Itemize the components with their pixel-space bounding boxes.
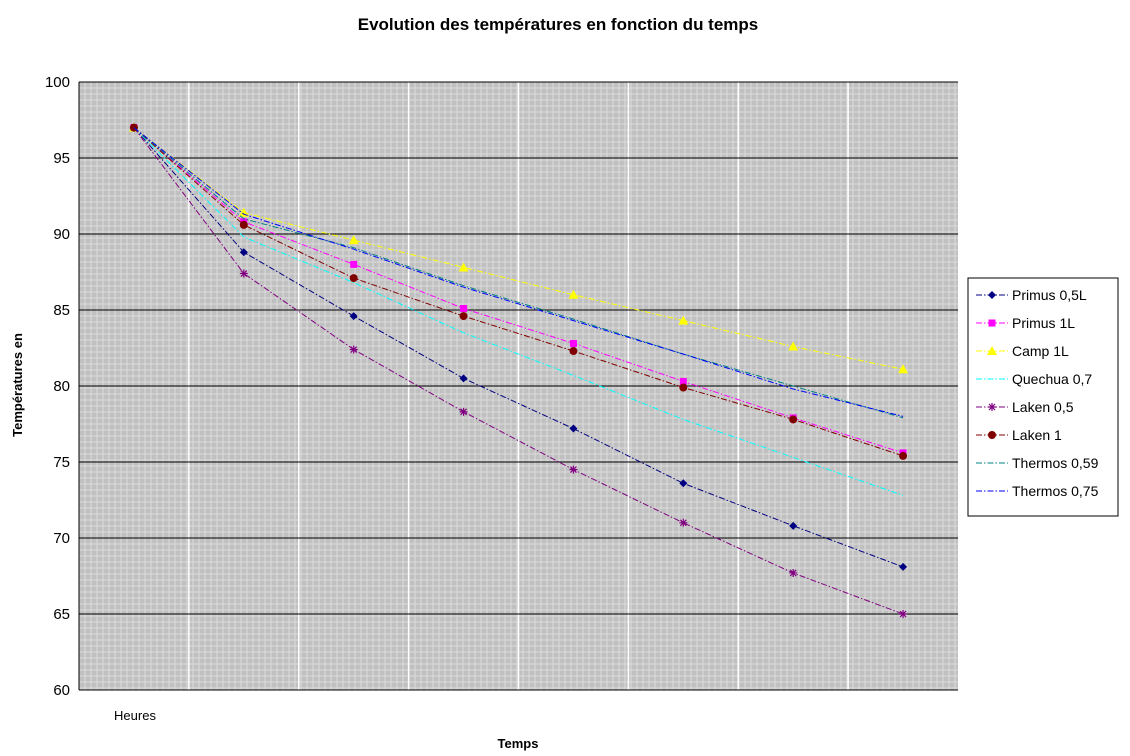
- series-line: [133, 127, 904, 454]
- data-point: [458, 262, 469, 272]
- data-point: [349, 274, 358, 283]
- data-point: [898, 364, 909, 374]
- series-line: [133, 127, 904, 457]
- data-point: [239, 220, 248, 229]
- legend-item: Primus 1L: [976, 315, 1075, 331]
- y-tick-label: 60: [53, 682, 70, 699]
- x-category-label: Heures: [114, 708, 156, 723]
- legend-item: Quechua 0,7: [976, 371, 1092, 387]
- data-point: [350, 260, 358, 268]
- legend-label: Camp 1L: [1012, 343, 1069, 359]
- legend-marker: [988, 291, 996, 299]
- data-point: [568, 289, 579, 299]
- series-7: [133, 127, 904, 417]
- legend-label: Laken 0,5: [1012, 399, 1074, 415]
- legend-marker: [988, 403, 996, 411]
- data-point: [679, 479, 688, 488]
- series-layer: [128, 122, 909, 618]
- series-6: [133, 127, 904, 419]
- legend-label: Quechua 0,7: [1012, 371, 1092, 387]
- legend-label: Laken 1: [1012, 427, 1062, 443]
- x-axis-title: Temps: [498, 736, 539, 751]
- legend-label: Thermos 0,75: [1012, 483, 1099, 499]
- data-point: [349, 345, 358, 354]
- data-point: [459, 312, 468, 321]
- data-point: [569, 347, 578, 356]
- series-2: [128, 122, 909, 374]
- data-point: [239, 269, 248, 278]
- data-point: [239, 248, 248, 257]
- data-point: [789, 415, 798, 424]
- data-point: [899, 562, 908, 571]
- data-point: [679, 383, 688, 392]
- data-point: [789, 568, 798, 577]
- data-point: [899, 451, 908, 460]
- series-line: [133, 127, 904, 417]
- data-point: [459, 374, 468, 383]
- series-line: [133, 127, 904, 568]
- y-tick-label: 75: [53, 454, 70, 471]
- data-point: [789, 521, 798, 530]
- data-point: [569, 339, 577, 347]
- legend-marker: [988, 431, 996, 439]
- data-point: [349, 312, 358, 321]
- y-tick-label: 70: [53, 530, 70, 547]
- legend-label: Primus 1L: [1012, 315, 1075, 331]
- legend-item: Primus 0,5L: [976, 287, 1087, 303]
- legend-label: Thermos 0,59: [1012, 455, 1099, 471]
- legend-item: Camp 1L: [976, 343, 1069, 359]
- plot-area: [78, 81, 958, 694]
- legend: Primus 0,5L Primus 1L Camp 1L Quechua 0,7 La…: [967, 277, 1119, 517]
- y-tick-label: 65: [53, 606, 70, 623]
- legend-marker: [987, 346, 997, 355]
- series-line: [133, 127, 904, 496]
- legend-item: Laken 0,5: [976, 399, 1074, 415]
- y-tick-label: 85: [53, 302, 70, 319]
- data-point: [348, 235, 359, 245]
- data-point: [678, 315, 689, 325]
- chart-title: Evolution des températures en fonction d…: [358, 15, 759, 34]
- series-line: [133, 127, 904, 615]
- data-point: [788, 341, 799, 351]
- data-point: [460, 304, 468, 312]
- y-axis-ticks: 60 65 70 75 80 85 90 95 100: [45, 74, 70, 699]
- legend-box: [967, 277, 1119, 517]
- series-line: [133, 127, 904, 370]
- data-point: [569, 465, 578, 474]
- legend-label: Primus 0,5L: [1012, 287, 1087, 303]
- data-point: [569, 424, 578, 433]
- y-axis-title: Températures en: [10, 333, 25, 437]
- data-point: [459, 407, 468, 416]
- data-point: [899, 610, 908, 618]
- data-point: [238, 207, 249, 217]
- y-tick-label: 100: [45, 74, 70, 91]
- y-tick-label: 95: [53, 150, 70, 167]
- series-line: [133, 127, 904, 419]
- legend-item: Thermos 0,59: [976, 455, 1099, 471]
- legend-marker: [988, 319, 996, 327]
- data-point: [679, 518, 688, 527]
- legend-item: Laken 1: [976, 427, 1062, 443]
- y-tick-label: 90: [53, 226, 70, 243]
- data-point: [679, 377, 687, 385]
- series-3: [133, 127, 904, 496]
- legend-item: Thermos 0,75: [976, 483, 1099, 499]
- y-tick-label: 80: [53, 378, 70, 395]
